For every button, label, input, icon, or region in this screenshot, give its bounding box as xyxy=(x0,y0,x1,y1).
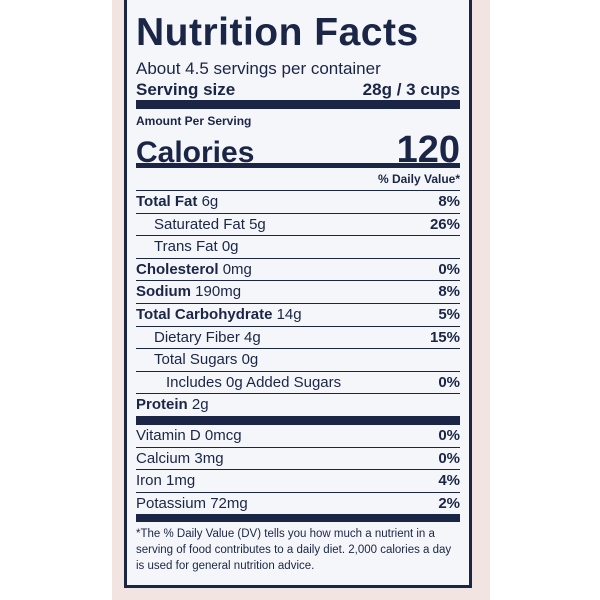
calories-value: 120 xyxy=(396,129,460,171)
nutrient-amount: 190mg xyxy=(195,283,242,301)
nutrient-name: Potassium xyxy=(136,494,207,512)
nutrient-amount: 0g xyxy=(221,238,239,256)
nutrient: Includes 0g Added Sugars xyxy=(136,372,341,394)
nutrient: Cholesterol 0mg xyxy=(136,259,252,281)
title: Nutrition Facts xyxy=(136,11,419,54)
daily-value: 4% xyxy=(438,472,460,490)
nutrient-name: Iron xyxy=(136,472,162,490)
nutrient-row: Sodium 190mg 8% xyxy=(136,280,460,303)
servings: About 4.5 servings per container xyxy=(136,59,381,78)
nutrient-row: Dietary Fiber 4g 15% xyxy=(136,325,460,349)
nutrient: Trans Fat 0g xyxy=(136,236,239,258)
footnote: *The % Daily Value (DV) tells you how mu… xyxy=(136,528,452,573)
nutrient-row: Total Fat 6g 8% xyxy=(136,190,460,213)
nutrient-row: Saturated Fat 5g 26% xyxy=(136,212,460,236)
nutrient-amount: 5g xyxy=(249,215,266,233)
nutrient: Potassium 72mg xyxy=(136,493,248,515)
nutrient: Total Fat 6g xyxy=(136,191,218,213)
nutrient-row: Potassium 72mg 2% xyxy=(136,491,460,515)
nutrient-amount: 6g xyxy=(201,193,219,210)
vitamin-list: Vitamin D 0mcg 0% Calcium 3mg 0% Iron 1mg 4% P… xyxy=(136,423,460,515)
nutrient-amount: 4g xyxy=(244,328,261,346)
nutrient-name: Vitamin D xyxy=(136,426,201,444)
nutrient-amount: 0mg xyxy=(222,260,252,278)
medium-rule xyxy=(136,163,460,168)
nutrient: Protein 2g xyxy=(136,394,209,416)
nutrient-row: Cholesterol 0mg 0% xyxy=(136,257,460,281)
thick-rule xyxy=(136,514,460,523)
thick-rule xyxy=(136,100,460,109)
nutrient: Calcium 3mg xyxy=(136,448,224,470)
nutrient: Iron 1mg xyxy=(136,470,195,492)
nutrient-amount: 0g xyxy=(241,351,259,369)
nutrient-row: Protein 2g xyxy=(136,393,460,416)
nutrient-row: Trans Fat 0g xyxy=(136,235,460,258)
daily-value: 0% xyxy=(438,449,460,467)
nutrient-row: Includes 0g Added Sugars 0% xyxy=(136,370,460,394)
nutrient-name: Includes 0g Added Sugars xyxy=(166,373,342,391)
nutrient-row: Calcium 3mg 0% xyxy=(136,446,460,470)
nutrient-name: Calcium xyxy=(136,449,191,467)
serving-size: Serving size 28g / 3 cups xyxy=(136,79,460,100)
nutrient-name: Saturated Fat xyxy=(154,215,245,233)
nutrient-name: Total Sugars xyxy=(154,351,238,369)
calories: Calories 120 xyxy=(136,129,460,171)
daily-value: 8% xyxy=(438,283,460,301)
nutrient-row: Total Carbohydrate 14g 5% xyxy=(136,302,460,326)
nutrient: Total Carbohydrate 14g xyxy=(136,304,302,326)
nutrient-amount: 0mcg xyxy=(204,426,242,444)
nutrient-list: Total Fat 6g 8% Saturated Fat 5g 26% Trans F… xyxy=(136,190,460,416)
amount-per-serving: Amount Per Serving xyxy=(136,114,252,128)
nutrient: Saturated Fat 5g xyxy=(136,214,266,236)
daily-value: 2% xyxy=(438,494,460,512)
serving-size-label: Serving size xyxy=(136,80,236,99)
serving-size-value: 28g / 3 cups xyxy=(362,80,460,99)
nutrient-name: Sodium xyxy=(136,283,191,301)
nutrient-amount: 3mg xyxy=(194,449,224,467)
daily-value-header: % Daily Value* xyxy=(377,172,460,186)
daily-value: 0% xyxy=(438,426,460,444)
nutrient-amount: 1mg xyxy=(166,472,196,490)
nutrient-row: Total Sugars 0g xyxy=(136,348,460,371)
nutrient-row: Iron 1mg 4% xyxy=(136,469,460,492)
daily-value: 5% xyxy=(438,305,460,323)
nutrient-name: Cholesterol xyxy=(136,260,219,278)
nutrient-amount: 14g xyxy=(276,305,302,323)
nutrient-name: Total Fat xyxy=(136,193,198,210)
nutrient-amount: 72mg xyxy=(210,494,248,512)
calories-label: Calories xyxy=(136,136,255,169)
daily-value: 26% xyxy=(429,215,460,233)
daily-value: 8% xyxy=(438,193,460,210)
daily-value: 0% xyxy=(438,260,460,278)
nutrition-label: Nutrition Facts About 4.5 servings per c… xyxy=(124,0,472,588)
daily-value: 0% xyxy=(438,373,460,391)
nutrient: Total Sugars 0g xyxy=(136,349,258,371)
nutrient-amount: 2g xyxy=(191,396,209,414)
nutrient: Dietary Fiber 4g xyxy=(136,327,261,349)
nutrient-name: Protein xyxy=(136,396,188,414)
nutrient-name: Total Carbohydrate xyxy=(136,305,273,323)
nutrient: Vitamin D 0mcg xyxy=(136,425,242,447)
daily-value: 15% xyxy=(429,328,460,346)
nutrient-name: Dietary Fiber xyxy=(154,328,240,346)
nutrient-name: Trans Fat xyxy=(154,238,218,256)
nutrient-row: Vitamin D 0mcg 0% xyxy=(136,423,460,447)
thick-rule xyxy=(136,415,460,424)
nutrient: Sodium 190mg xyxy=(136,281,241,303)
